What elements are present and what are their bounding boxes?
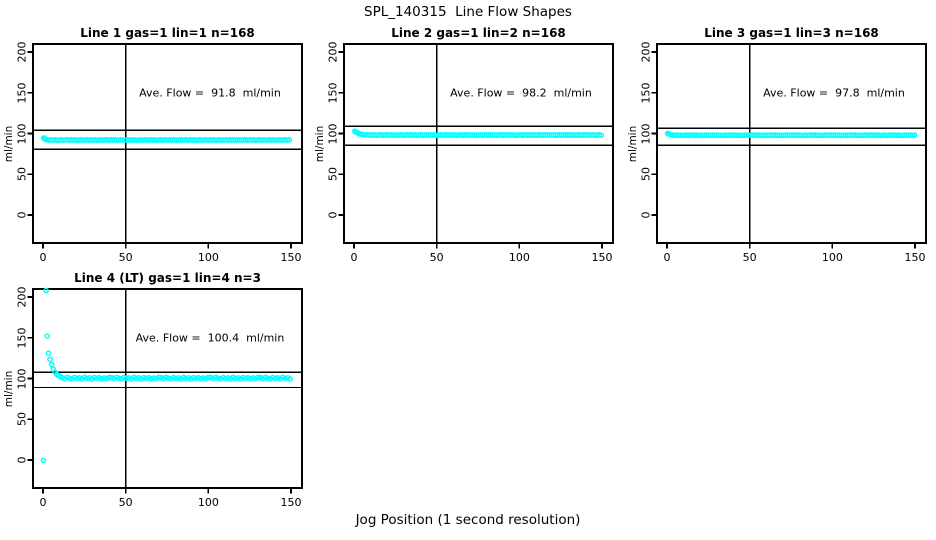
y-tick-label: 150 <box>15 82 29 104</box>
panel-title: Line 2 gas=1 lin=2 n=168 <box>391 26 566 40</box>
panel-line-4: Line 4 (LT) gas=1 lin=4 n=3 ml/min Ave. … <box>3 271 303 509</box>
y-axis-label: ml/min <box>314 125 326 162</box>
y-tick-label: 0 <box>326 211 340 219</box>
panel-title: Line 3 gas=1 lin=3 n=168 <box>704 26 879 40</box>
ave-flow-annotation: Ave. Flow = 97.8 ml/min <box>763 86 905 100</box>
y-tick-label: 200 <box>639 41 653 63</box>
x-tick-label: 150 <box>591 251 613 264</box>
ave-flow-annotation: Ave. Flow = 100.4 ml/min <box>135 331 285 345</box>
y-tick-label: 200 <box>15 286 29 308</box>
y-tick-label: 200 <box>15 41 29 63</box>
main-title: SPL_140315 Line Flow Shapes <box>364 4 572 20</box>
y-tick-label: 0 <box>639 211 653 219</box>
x-tick-label: 100 <box>508 251 530 264</box>
y-tick-label: 50 <box>15 412 29 427</box>
plot-area <box>338 43 614 249</box>
x-tick-label: 0 <box>350 251 358 264</box>
y-tick-label: 150 <box>15 327 29 349</box>
plot-area <box>651 43 927 249</box>
x-tick-label: 0 <box>39 251 47 264</box>
y-axis-label: ml/min <box>3 125 15 162</box>
panel-title: Line 1 gas=1 lin=1 n=168 <box>80 26 255 40</box>
x-tick-label: 0 <box>663 251 671 264</box>
y-tick-label: 0 <box>15 456 29 464</box>
x-tick-label: 150 <box>280 251 302 264</box>
panel-title: Line 4 (LT) gas=1 lin=4 n=3 <box>74 271 261 285</box>
x-tick-label: 100 <box>821 251 843 264</box>
y-axis-label: ml/min <box>3 370 15 407</box>
ave-flow-annotation: Ave. Flow = 91.8 ml/min <box>139 86 281 100</box>
panel-line-2: Line 2 gas=1 lin=2 n=168 ml/min Ave. Flo… <box>314 26 614 264</box>
ave-flow-annotation: Ave. Flow = 98.2 ml/min <box>450 86 592 100</box>
y-tick-label: 100 <box>15 368 29 389</box>
y-tick-label: 100 <box>326 123 340 144</box>
y-tick-label: 200 <box>326 41 340 63</box>
x-tick-label: 150 <box>280 496 302 509</box>
y-tick-label: 150 <box>326 82 340 104</box>
x-tick-label: 50 <box>742 251 757 264</box>
x-tick-label: 150 <box>904 251 926 264</box>
plot-area <box>27 43 303 249</box>
x-tick-label: 100 <box>197 251 219 264</box>
x-tick-label: 50 <box>118 251 133 264</box>
y-tick-label: 100 <box>639 123 653 144</box>
panel-line-3: Line 3 gas=1 lin=3 n=168 ml/min Ave. Flo… <box>627 26 927 264</box>
x-tick-label: 50 <box>118 496 133 509</box>
y-tick-label: 50 <box>639 167 653 182</box>
plot-area <box>27 287 303 494</box>
y-axis-label: ml/min <box>627 125 639 162</box>
x-tick-label: 50 <box>429 251 444 264</box>
x-axis-label: Jog Position (1 second resolution) <box>355 512 581 528</box>
panel-line-1: Line 1 gas=1 lin=1 n=168 ml/min Ave. Flo… <box>3 26 303 264</box>
x-tick-label: 100 <box>197 496 219 509</box>
y-tick-label: 50 <box>15 167 29 182</box>
y-tick-label: 0 <box>15 211 29 219</box>
x-tick-label: 0 <box>39 496 47 509</box>
y-tick-label: 100 <box>15 123 29 144</box>
y-tick-label: 50 <box>326 167 340 182</box>
y-tick-label: 150 <box>639 82 653 104</box>
